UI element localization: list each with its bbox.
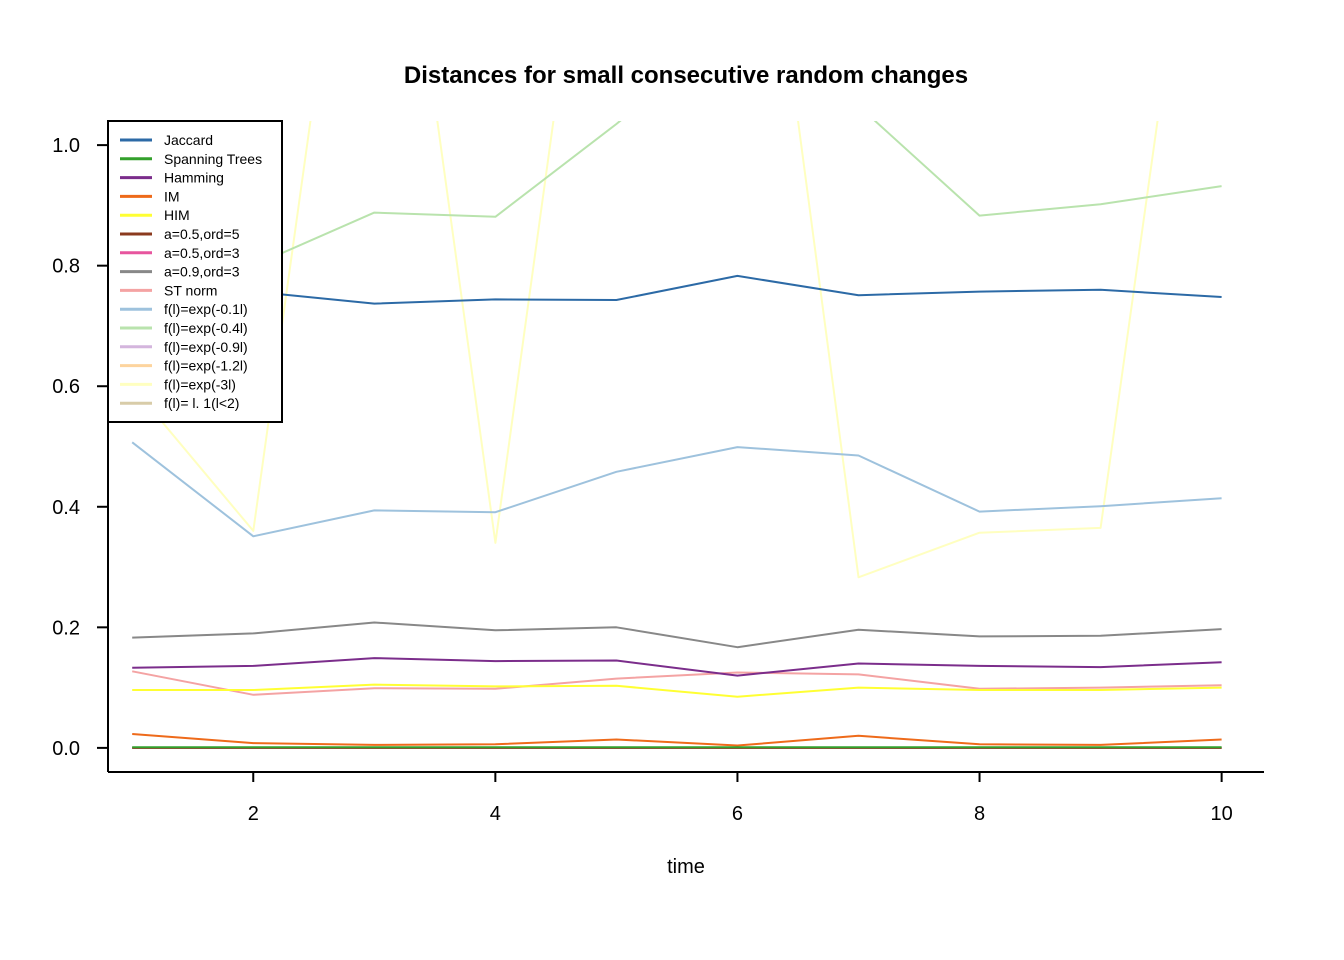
legend-entry: Hamming: [164, 170, 224, 186]
legend-entry: a=0.9,ord=3: [164, 264, 240, 280]
chart-title: Distances for small consecutive random c…: [404, 62, 968, 89]
legend-entry: a=0.5,ord=3: [164, 245, 240, 261]
legend-entry: Jaccard: [164, 132, 213, 148]
x-tick-label: 10: [1211, 803, 1233, 825]
x-tick-label: 8: [974, 803, 985, 825]
axes-layer: 2 4 6 8 10 0.0 0.2 0.4 0.6 0.8 1.0: [52, 121, 1264, 825]
legend-entry: IM: [164, 188, 180, 204]
y-tick-label: 0.8: [52, 256, 80, 278]
legend-entry: a=0.5,ord=5: [164, 226, 240, 242]
series-line-3: [132, 733, 1222, 747]
legend-entry: f(l)= l. 1(l<2): [164, 395, 239, 411]
series-line-10: [131, 121, 1222, 351]
legend-entry: HIM: [164, 207, 190, 223]
legend-entry: f(l)=exp(-0.1l): [164, 301, 248, 317]
legend-entry: f(l)=exp(-1.2l): [164, 358, 248, 374]
x-axis-label: time: [667, 856, 705, 878]
y-tick-label: 0.4: [52, 497, 80, 519]
y-tick-label: 0.0: [52, 738, 80, 760]
series-line-8: [132, 670, 1222, 696]
legend-entry: f(l)=exp(-0.9l): [164, 339, 248, 355]
y-tick-label: 0.2: [52, 617, 80, 639]
series-line-9: [131, 441, 1222, 538]
x-tick-label: 2: [248, 803, 259, 825]
legend: Jaccard Spanning Trees Hamming IM HIM a=0.5,o…: [107, 120, 283, 423]
y-tick-label: 0.6: [52, 376, 80, 398]
series-line-4: [132, 683, 1222, 698]
series-line-13: [131, 121, 1159, 579]
legend-entry: Spanning Trees: [164, 151, 262, 167]
x-tick-label: 4: [490, 803, 501, 825]
legend-entry: f(l)=exp(-0.4l): [164, 320, 248, 336]
y-tick-label: 1.0: [52, 135, 80, 157]
series-line-7: [132, 621, 1222, 649]
series-line-2: [132, 657, 1222, 677]
series-line-0: [132, 270, 1222, 305]
legend-entry: ST norm: [164, 282, 217, 298]
legend-entry: f(l)=exp(-3l): [164, 376, 236, 392]
x-tick-label: 6: [732, 803, 743, 825]
series-layer: [131, 121, 1222, 749]
